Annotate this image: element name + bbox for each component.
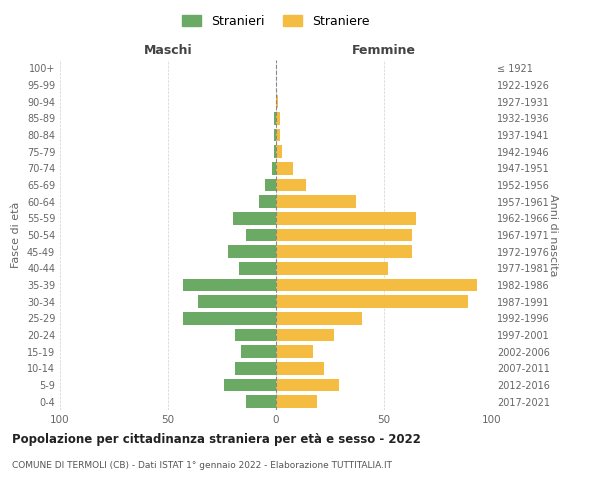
Bar (241, 346, 276, 358)
Bar (235, 362, 276, 374)
Bar (276, 296, 468, 308)
Bar (276, 379, 338, 391)
Bar (224, 379, 276, 391)
Bar (246, 396, 276, 408)
Bar (276, 312, 362, 324)
Text: Maschi: Maschi (143, 44, 193, 57)
Bar (259, 196, 276, 208)
Bar (274, 146, 276, 158)
Text: Popolazione per cittadinanza straniera per età e sesso - 2022: Popolazione per cittadinanza straniera p… (12, 432, 421, 446)
Text: COMUNE DI TERMOLI (CB) - Dati ISTAT 1° gennaio 2022 - Elaborazione TUTTITALIA.IT: COMUNE DI TERMOLI (CB) - Dati ISTAT 1° g… (12, 460, 392, 469)
Bar (246, 229, 276, 241)
Bar (183, 279, 276, 291)
Bar (276, 179, 306, 192)
Bar (239, 262, 276, 274)
Bar (265, 179, 276, 192)
Bar (276, 229, 412, 241)
Bar (276, 129, 280, 141)
Bar (276, 146, 283, 158)
Bar (276, 96, 278, 108)
Legend: Stranieri, Straniere: Stranieri, Straniere (179, 11, 373, 32)
Bar (276, 279, 477, 291)
Bar (229, 246, 276, 258)
Bar (183, 312, 276, 324)
Bar (272, 162, 276, 174)
Bar (235, 329, 276, 341)
Bar (198, 296, 276, 308)
Bar (276, 362, 323, 374)
Bar (276, 329, 334, 341)
Bar (274, 129, 276, 141)
Bar (276, 196, 356, 208)
Bar (276, 112, 280, 124)
Bar (276, 346, 313, 358)
Y-axis label: Fasce di età: Fasce di età (11, 202, 21, 268)
Bar (274, 112, 276, 124)
Bar (276, 396, 317, 408)
Text: Femmine: Femmine (352, 44, 416, 57)
Bar (276, 162, 293, 174)
Bar (276, 262, 388, 274)
Bar (276, 246, 412, 258)
Y-axis label: Anni di nascita: Anni di nascita (548, 194, 558, 276)
Bar (276, 212, 416, 224)
Bar (233, 212, 276, 224)
